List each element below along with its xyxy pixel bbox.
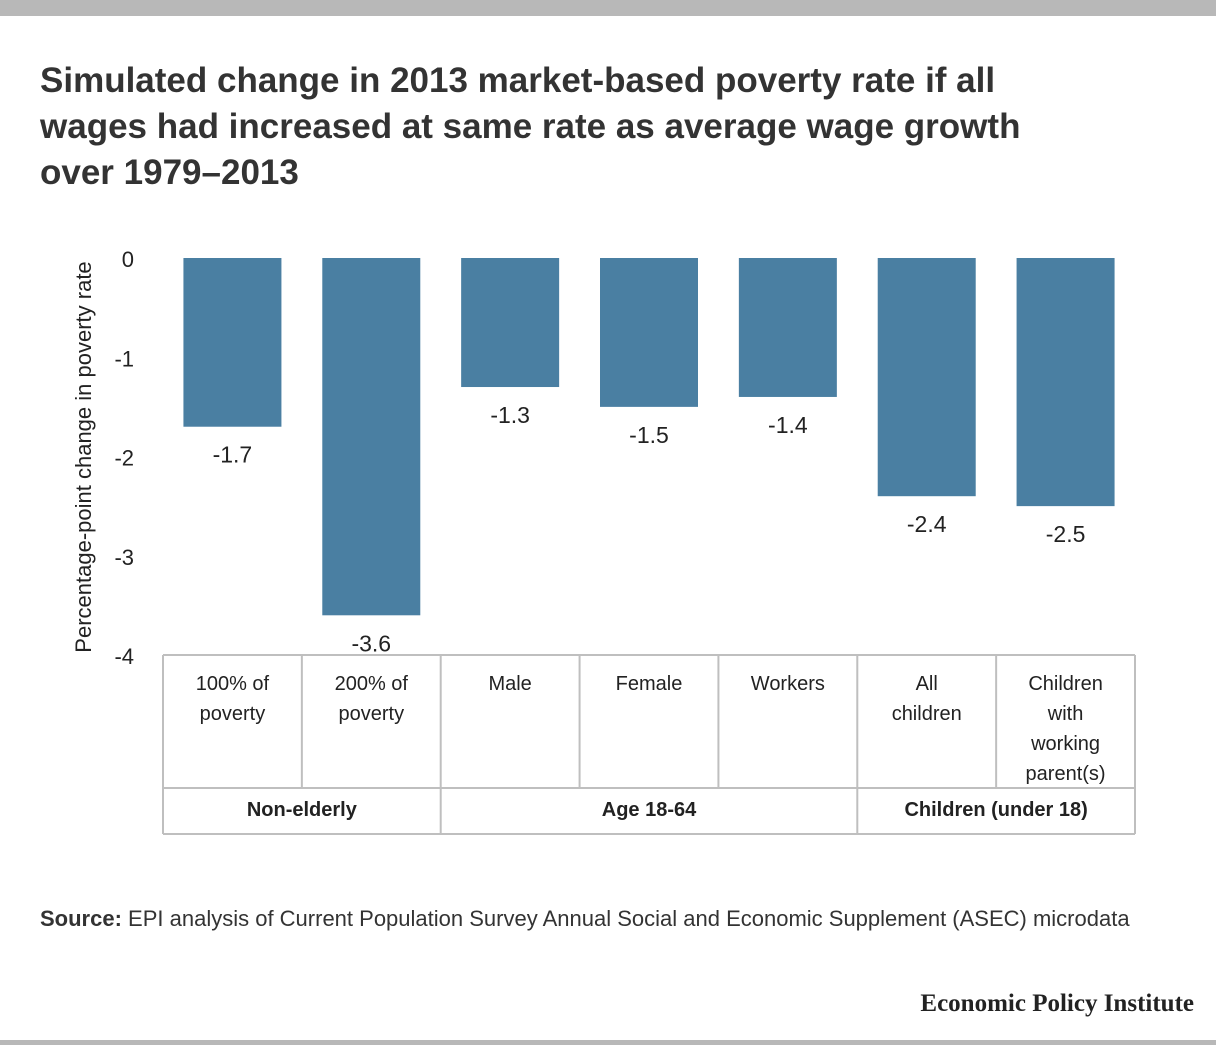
category-label: Children [1028, 673, 1102, 695]
epi-logo: Economic Policy Institute [920, 990, 1194, 1017]
top-rule [0, 0, 1216, 16]
data-label: -1.5 [629, 422, 669, 448]
group-label: Age 18-64 [602, 799, 697, 821]
bar [183, 258, 282, 427]
y-tick-label: -2 [114, 446, 134, 471]
group-label: Children (under 18) [904, 799, 1087, 821]
data-label: -1.7 [213, 442, 253, 468]
category-label: Workers [751, 673, 825, 695]
bar [461, 258, 560, 388]
source-text: EPI analysis of Current Population Surve… [128, 906, 1130, 931]
bar [877, 258, 976, 497]
category-label: 200% of [335, 673, 409, 695]
source-note: Source: EPI analysis of Current Populati… [40, 903, 1160, 935]
category-label: with [1047, 703, 1084, 725]
data-label: -1.4 [768, 412, 808, 438]
y-tick-label: -3 [114, 545, 134, 570]
category-label: Female [616, 673, 683, 695]
y-tick-label: 0 [122, 247, 134, 272]
bar [1016, 258, 1115, 507]
bar [322, 258, 421, 616]
data-label: -3.6 [351, 630, 391, 656]
category-label: working [1030, 733, 1100, 755]
bottom-rule [0, 1040, 1216, 1045]
chart-title: Simulated change in 2013 market-based po… [40, 58, 1160, 196]
category-label: parent(s) [1026, 763, 1106, 785]
category-label: poverty [338, 703, 404, 725]
title-line-2: wages had increased at same rate as aver… [40, 107, 1021, 146]
data-label: -1.3 [490, 402, 530, 428]
data-label: -2.5 [1046, 521, 1086, 547]
data-label: -2.4 [907, 511, 947, 537]
bar [600, 258, 698, 407]
y-tick-label: -1 [114, 346, 134, 371]
category-label: Male [488, 673, 531, 695]
group-label: Non-elderly [247, 799, 358, 821]
title-line-1: Simulated change in 2013 market-based po… [40, 61, 996, 100]
y-tick-label: -4 [114, 644, 134, 669]
category-label: All [916, 673, 938, 695]
category-label: children [892, 703, 962, 725]
category-label: poverty [200, 703, 266, 725]
category-label: 100% of [196, 673, 270, 695]
title-line-3: over 1979–2013 [40, 153, 299, 192]
source-label: Source: [40, 906, 122, 931]
bar [738, 258, 837, 397]
